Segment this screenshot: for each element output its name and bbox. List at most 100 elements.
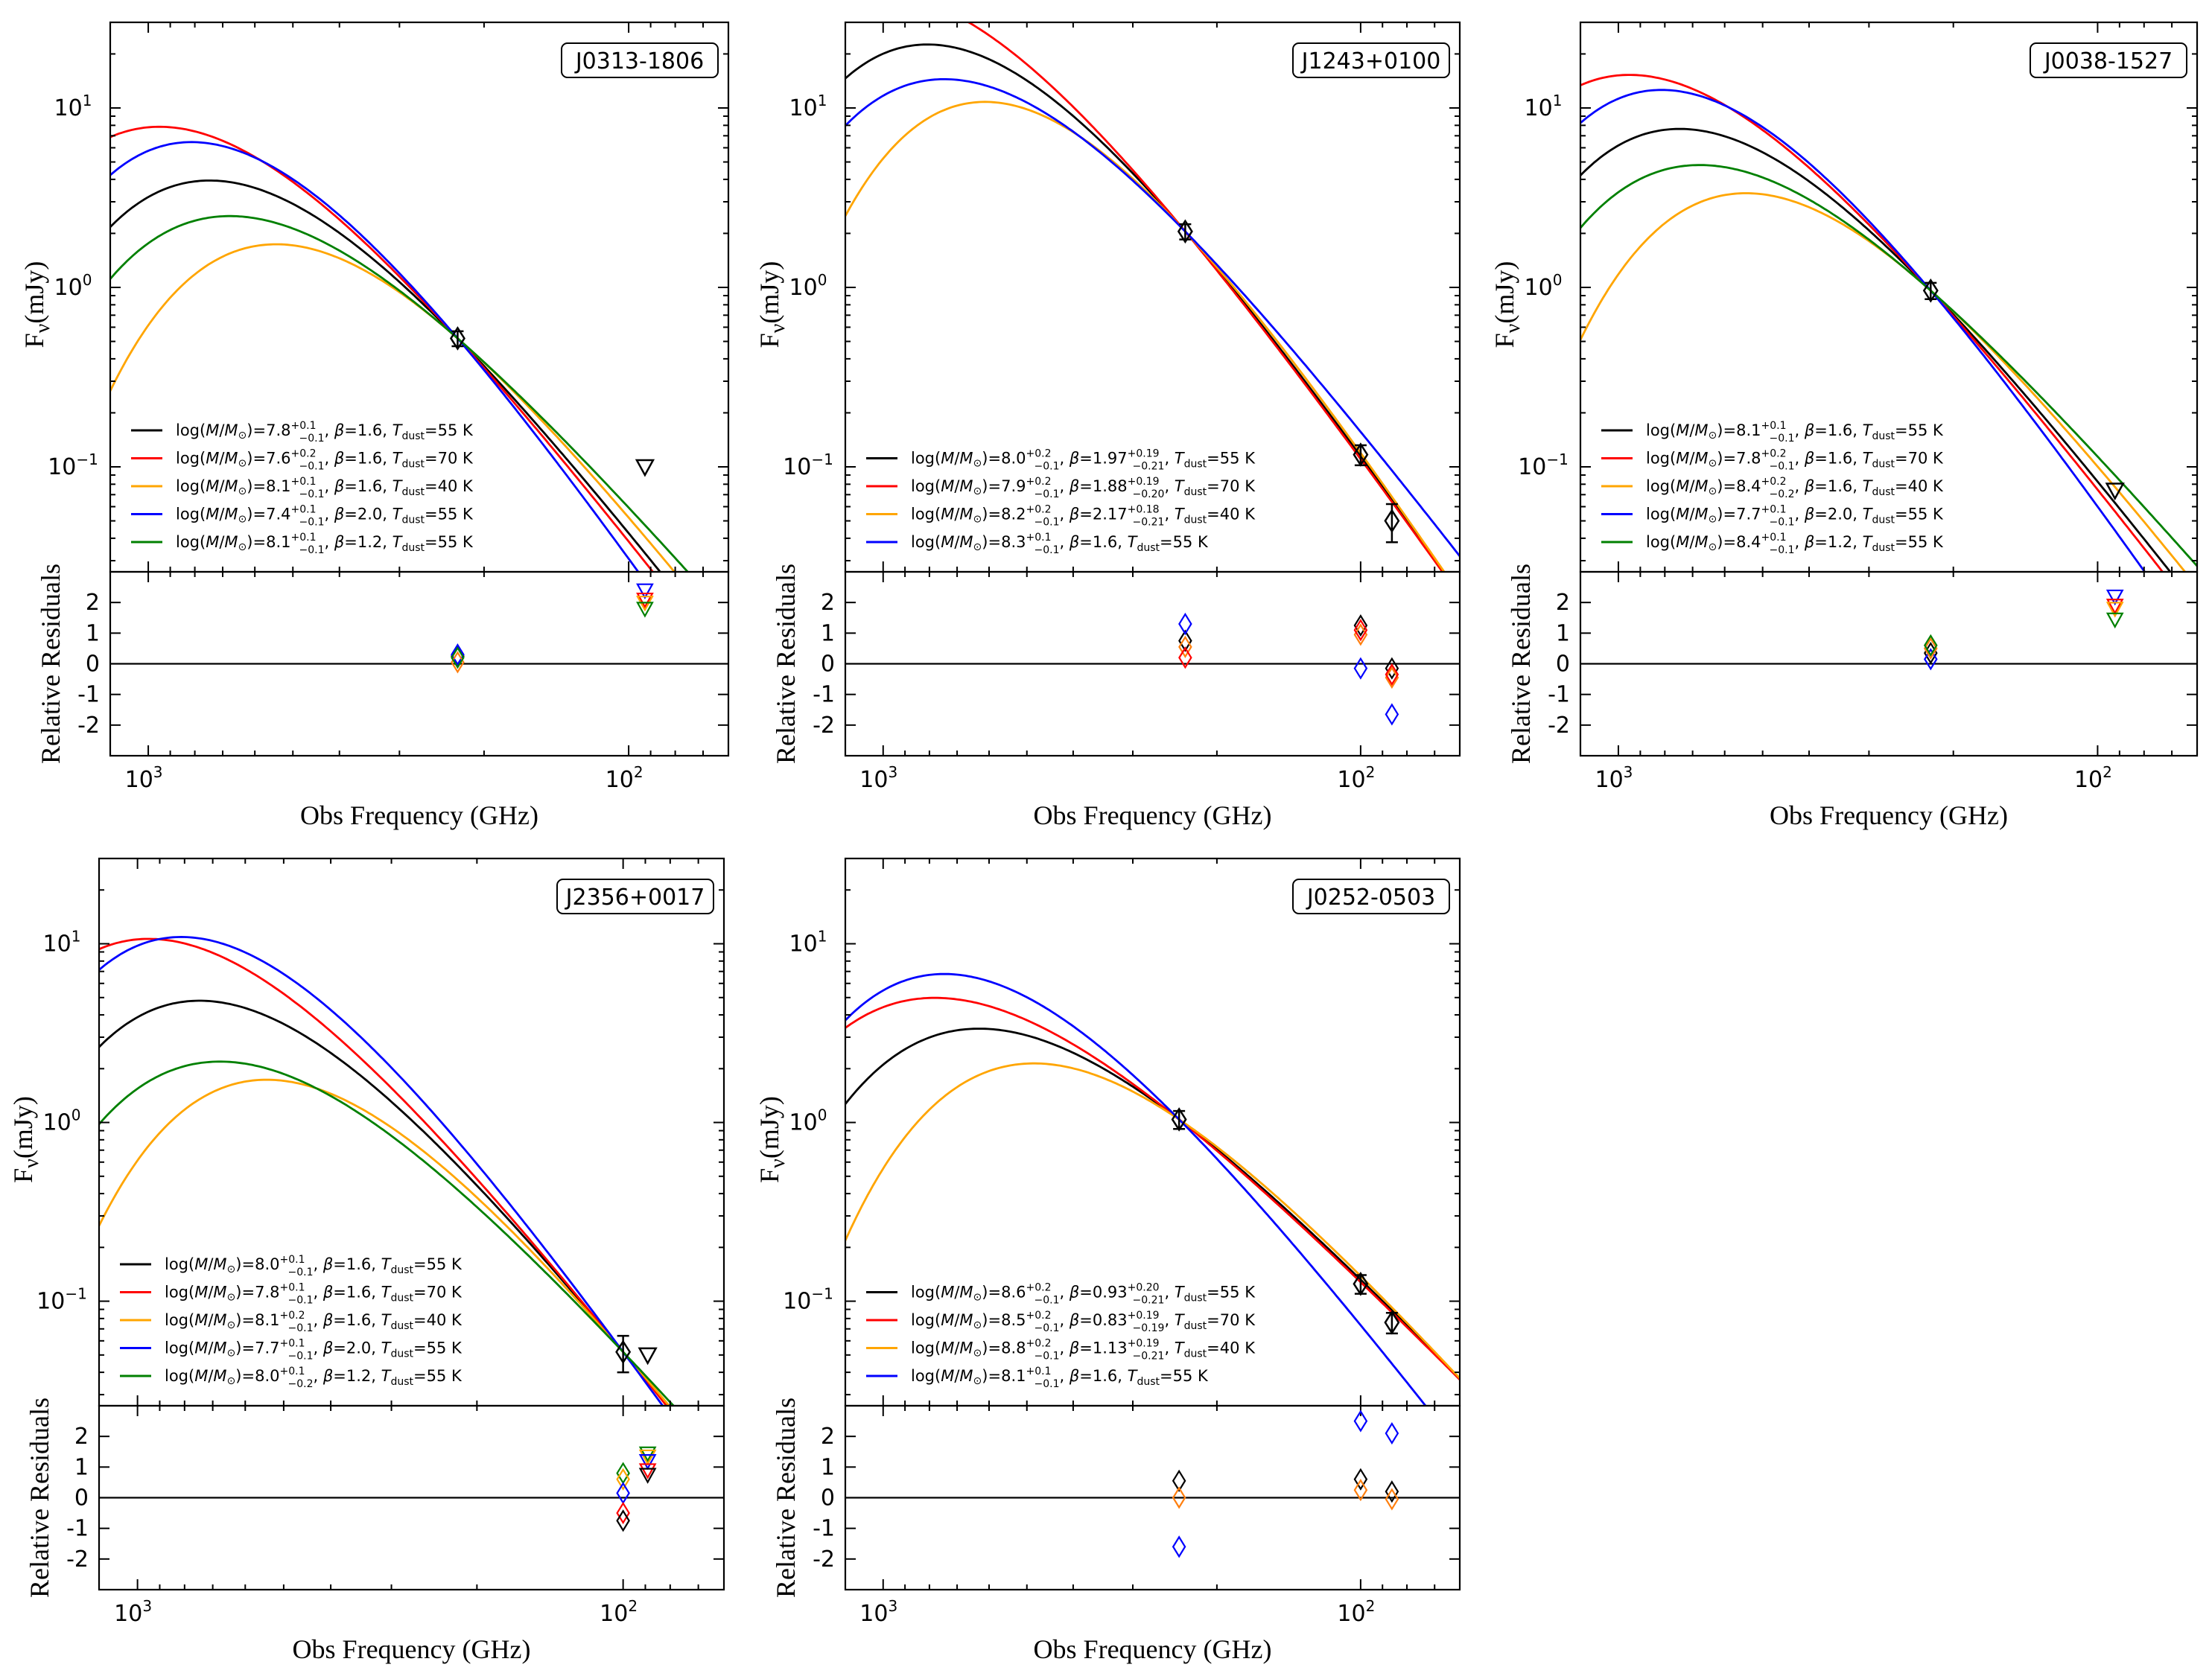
legend-tdust: 55: [1220, 1284, 1240, 1302]
legend-text: T: [381, 1255, 392, 1273]
legend-mass: 8.2: [1001, 506, 1026, 523]
legend: log(M/M⊙)=7.8+0.1 −0.1, β=1.6, Tdust=55 K…: [131, 420, 474, 556]
legend-text: dust: [390, 1348, 413, 1360]
legend-beta-upper: +0.18: [1128, 504, 1160, 516]
legend-text: K: [1240, 1284, 1256, 1302]
legend-text: ⊙: [238, 514, 247, 526]
legend-text: =: [425, 477, 438, 495]
legend-text: )=: [247, 506, 266, 523]
y-tick-exp: 0: [1553, 271, 1563, 289]
residual-diamond: [1385, 666, 1399, 689]
legend-text: M: [206, 450, 219, 468]
legend-text: M: [941, 1367, 954, 1385]
residual-diamond: [1385, 663, 1399, 686]
x-tick-base: 10: [1337, 1601, 1365, 1627]
model-curves: [110, 125, 690, 572]
y-axis-label-unit: (mJy): [754, 1096, 784, 1159]
legend-text: ,: [1059, 477, 1069, 495]
legend-text: dust: [1184, 514, 1207, 526]
legend-text: =: [1895, 533, 1908, 551]
y-axis-label-residuals: Relative Residuals: [25, 1398, 54, 1598]
legend-text: ⊙: [227, 1319, 236, 1331]
legend-tdust: 40: [438, 477, 458, 495]
legend-entry: log(M/M⊙)=8.6+0.2 −0.1, β=0.93+0.20 −0.21,…: [911, 1282, 1256, 1307]
legend-beta: 1.6: [1828, 477, 1852, 495]
legend-text: ,: [313, 1255, 322, 1273]
legend-entry: log(M/M⊙)=7.8+0.2 −0.1, β=1.6, Tdust=70 K: [1646, 448, 1944, 473]
legend-mass-lower: −0.1: [1034, 544, 1059, 556]
detection-marker: [1353, 1272, 1369, 1296]
legend-text: ,: [1794, 477, 1804, 495]
legend-text: M: [959, 1367, 973, 1385]
legend-text: =: [344, 450, 357, 468]
resid-y-tick-label: -1: [813, 682, 835, 708]
legend-text: dust: [1184, 1348, 1207, 1360]
legend-text: M: [194, 1284, 208, 1302]
legend-text: ,: [1164, 1311, 1174, 1329]
residual-triangle: [2105, 599, 2124, 615]
legend-text: /: [1689, 477, 1695, 495]
y-ticks-flux: [110, 22, 728, 562]
residual-triangle: [638, 1468, 657, 1484]
legend-text: ,: [313, 1367, 322, 1385]
legend-text: =: [425, 421, 438, 439]
legend-text: =: [1207, 1311, 1220, 1329]
legend-text: K: [1240, 1311, 1256, 1329]
legend-mass-upper: +0.2: [1026, 448, 1051, 460]
legend-text: )=: [1717, 506, 1736, 523]
x-tick-label: 102: [1337, 1597, 1375, 1627]
legend-text: )=: [982, 1311, 1001, 1329]
y-tick-exp: −1: [1546, 450, 1568, 468]
legend-text: )=: [247, 421, 266, 439]
legend-text: =: [1079, 477, 1093, 495]
legend-text: ⊙: [973, 541, 982, 553]
legend-text: M: [1676, 533, 1689, 551]
legend: log(M/M⊙)=8.1+0.1 −0.1, β=1.6, Tdust=55 K…: [1601, 420, 1944, 556]
residual-triangle: [636, 592, 654, 609]
residual-diamond: [1172, 1469, 1186, 1492]
x-tick-label: 103: [114, 1597, 152, 1627]
legend-mass-lower: −0.1: [287, 1322, 313, 1334]
legend-text: ,: [371, 1367, 381, 1385]
legend-text: K: [1240, 1339, 1256, 1357]
legend-text: ⊙: [238, 541, 247, 553]
x-tick-base: 10: [2074, 767, 2103, 793]
legend-text: ,: [382, 506, 392, 523]
y-axis-label-unit: (mJy): [8, 1096, 38, 1159]
y-axis-label-sub: ν: [31, 324, 54, 334]
legend-text: dust: [1872, 542, 1895, 554]
y-tick-exp: −1: [76, 450, 98, 468]
legend-text: T: [392, 477, 404, 495]
y-axis-label-main: F: [754, 1168, 784, 1183]
legend-text: /: [954, 450, 960, 468]
legend-text: )=: [982, 1367, 1001, 1385]
legend-text: ,: [1852, 506, 1862, 523]
y-tick-label: 10−1: [36, 1285, 87, 1315]
y-axis-label-sub: ν: [766, 324, 789, 334]
legend-text: T: [381, 1284, 392, 1302]
legend-text: ,: [1794, 533, 1804, 551]
x-axis-label: Obs Frequency (GHz): [1034, 800, 1272, 830]
x-tick-base: 10: [606, 767, 634, 793]
legend-text: K: [1192, 533, 1209, 551]
y-tick-label: 100: [789, 271, 827, 301]
legend-text: T: [381, 1311, 392, 1329]
residual-triangle: [638, 1446, 657, 1463]
legend-text: dust: [401, 459, 425, 471]
legend-text: log(: [176, 506, 206, 523]
legend-text: K: [457, 477, 474, 495]
legend-text: M: [959, 533, 973, 551]
legend-text: T: [392, 533, 404, 551]
legend-text: T: [1863, 450, 1874, 468]
model-curve-4: [845, 78, 1460, 557]
legend-mass-lower: −0.1: [1034, 1322, 1059, 1334]
legend-text: )=: [1717, 477, 1736, 495]
legend-mass-lower: −0.1: [299, 544, 324, 556]
legend-text: M: [1676, 477, 1689, 495]
legend-text: =: [344, 421, 357, 439]
legend-mass-upper: +0.2: [1761, 476, 1786, 488]
legend-mass-lower: −0.2: [1769, 488, 1794, 500]
legend-mass: 8.4: [1736, 477, 1761, 495]
